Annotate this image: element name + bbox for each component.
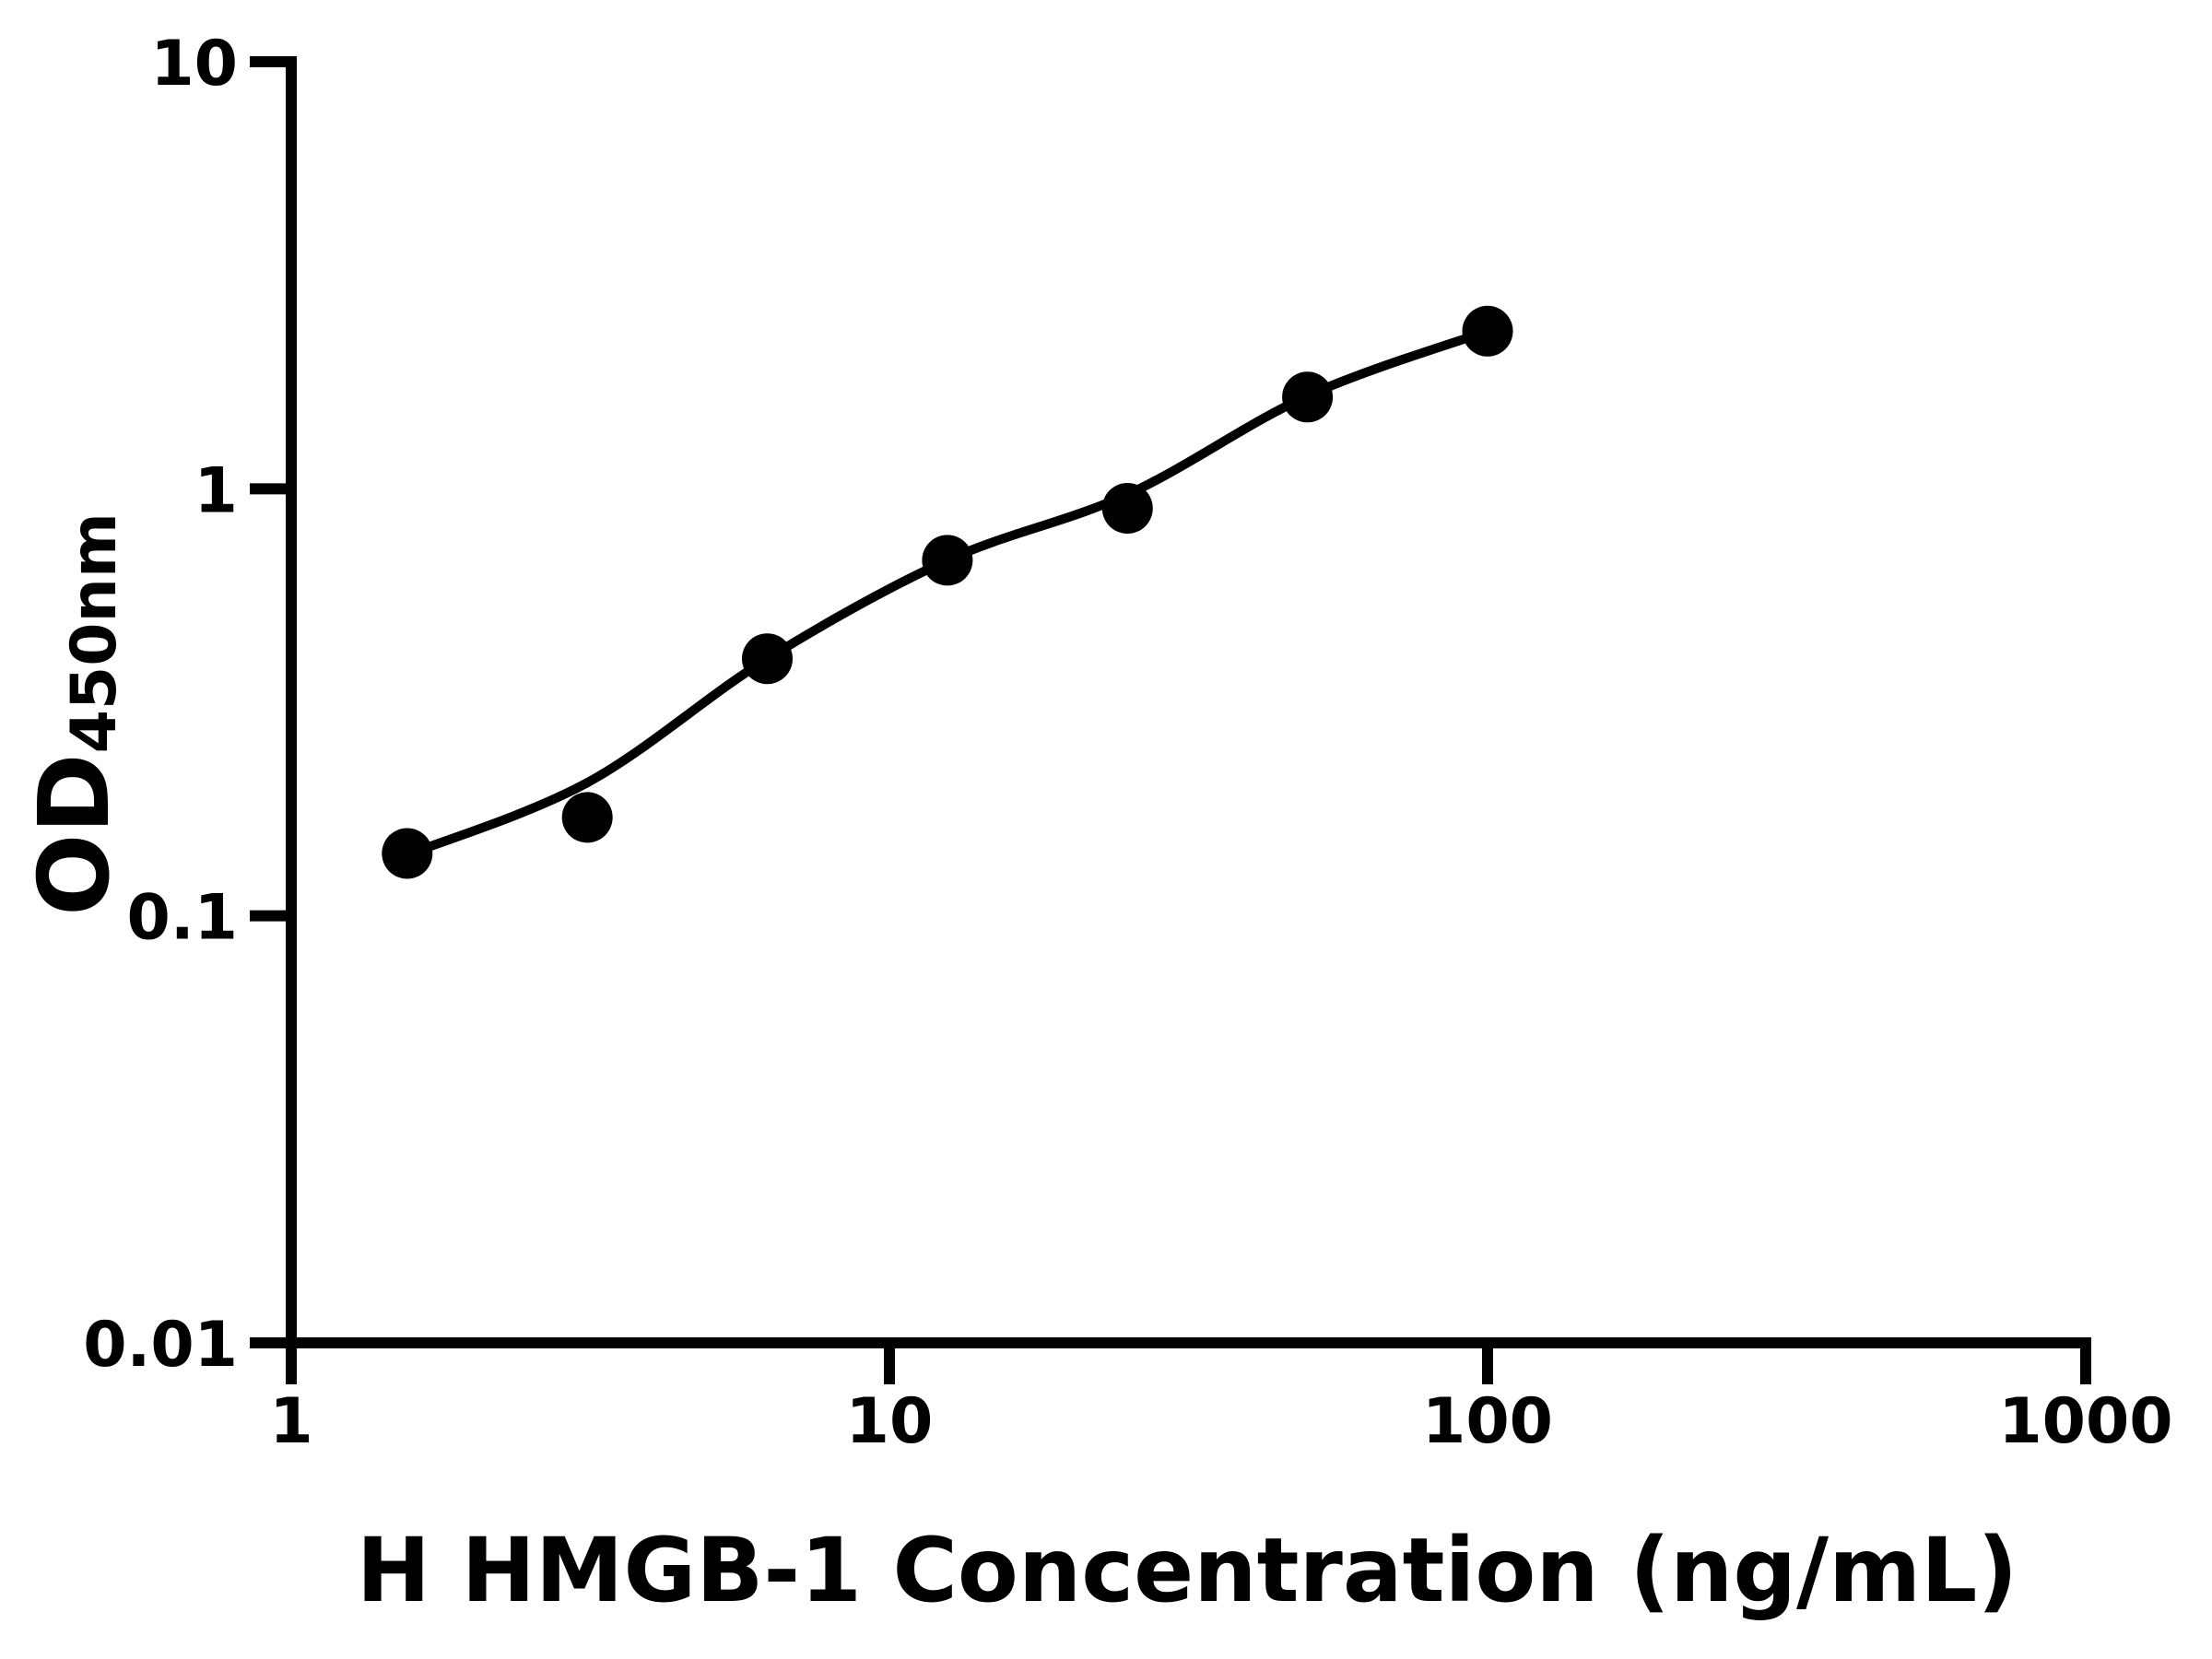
y-tick-label: 0.1 xyxy=(127,882,238,955)
y-axis: 10 1 0.1 0.01 xyxy=(83,28,297,1382)
data-point xyxy=(382,828,433,879)
data-points xyxy=(382,305,1513,879)
y-axis-title-main: OD xyxy=(18,753,131,915)
data-point xyxy=(922,535,973,586)
data-point xyxy=(1101,483,1153,534)
y-tick-label: 10 xyxy=(150,28,238,100)
data-point xyxy=(1462,305,1513,357)
y-axis-title: OD450nm xyxy=(18,512,131,916)
y-tick-label: 0.01 xyxy=(83,1309,238,1382)
x-tick-label: 1000 xyxy=(1998,1385,2172,1458)
y-tick-label: 1 xyxy=(194,454,238,527)
data-point xyxy=(1282,371,1334,423)
x-axis: 1 10 100 1000 xyxy=(269,1337,2173,1458)
x-tick-label: 100 xyxy=(1422,1385,1553,1458)
y-axis-title-subscript: 450nm xyxy=(58,512,131,753)
data-point xyxy=(742,633,793,685)
x-tick-label: 1 xyxy=(269,1385,312,1458)
x-tick-label: 10 xyxy=(846,1385,934,1458)
x-axis-title: H HMGB-1 Concentration (ng/mL) xyxy=(357,1519,2018,1622)
data-point xyxy=(561,792,613,843)
